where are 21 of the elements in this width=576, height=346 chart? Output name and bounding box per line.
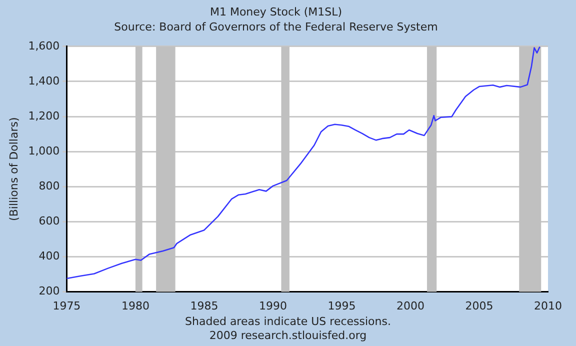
x-tick-label: 2000 (396, 299, 424, 312)
y-tick-label: 1,400 (28, 74, 60, 88)
y-tick-label: 400 (38, 250, 60, 263)
y-tick-label: 200 (38, 284, 60, 298)
text: 2009 research.stlouisfed.org (208, 329, 368, 343)
x-tick-label: 1995 (328, 299, 356, 312)
x-tick-label: 1990 (258, 299, 287, 312)
x-tick-label: 2010 (534, 299, 562, 312)
y-tick-label: 800 (38, 179, 60, 192)
chart-title: M1 Money Stock (M1SL) (210, 5, 342, 18)
y-tick-label: 1,000 (28, 144, 60, 158)
chart-subtitle: Source: Board of Governors of the Federal Reserve System (114, 20, 438, 34)
y-tick-label: 1,200 (28, 109, 60, 122)
x-tick-label: 1975 (52, 299, 81, 312)
x-tick-label: 1985 (190, 299, 218, 312)
text: Shaded areas indicate US recessions. (184, 315, 392, 329)
x-tick-label: 1980 (121, 299, 150, 312)
y-tick-label: 600 (38, 214, 60, 228)
x-tick-label: 2005 (465, 299, 494, 312)
y-axis-title: (Billions of Dollars) (7, 117, 20, 221)
y-tick-label: 1,600 (28, 39, 60, 52)
